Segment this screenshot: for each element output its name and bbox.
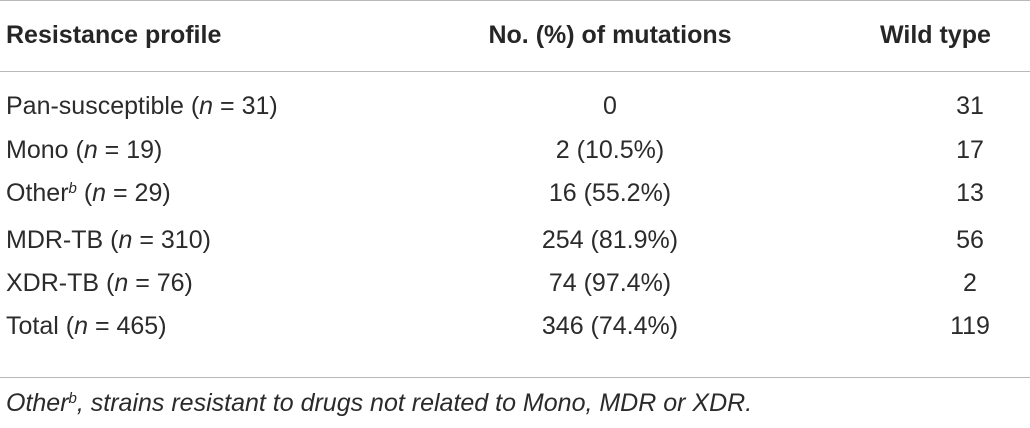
table-row: MDR-TB (n = 310) 254 (81.9%) 56: [0, 218, 1030, 262]
table-row: Otherb (n = 29) 16 (55.2%) 13: [0, 171, 1030, 215]
row-label: Other: [6, 179, 69, 207]
row-n-symbol: n: [114, 269, 129, 297]
row-n-value: = 465): [88, 312, 167, 340]
row-n-symbol: n: [199, 92, 214, 120]
row-n-value: = 76): [128, 269, 193, 297]
row-wild-type: 56: [956, 226, 984, 254]
row-n-value: = 31): [213, 92, 278, 120]
table-header-row: Resistance profile No. (%) of mutations …: [0, 13, 1030, 57]
row-n-symbol: n: [74, 312, 88, 340]
row-n-value: = 29): [106, 179, 171, 207]
row-mutations: 2 (10.5%): [555, 136, 665, 164]
row-label: Mono: [6, 136, 69, 164]
footnote-superscript: b: [68, 389, 77, 407]
header-mutations: No. (%) of mutations: [488, 21, 732, 49]
row-resistance-profile: Total (n = 465): [6, 312, 167, 340]
row-label: Pan-susceptible: [6, 92, 184, 120]
table-row: Mono (n = 19) 2 (10.5%) 17: [0, 128, 1030, 172]
row-mutations: 74 (97.4%): [548, 269, 672, 297]
row-resistance-profile: Pan-susceptible (n = 31): [6, 92, 278, 120]
table-top-rule: [0, 0, 1030, 1]
row-mutations: 254 (81.9%): [541, 226, 679, 254]
row-resistance-profile: MDR-TB (n = 310): [6, 226, 211, 254]
row-n-symbol: n: [83, 136, 98, 164]
row-n-symbol: n: [92, 179, 107, 207]
table-header-rule: [0, 71, 1030, 72]
row-wild-type: 119: [950, 312, 990, 340]
footnote-text: , strains resistant to drugs not related…: [76, 389, 753, 417]
table-row: Total (n = 465) 346 (74.4%) 119: [0, 304, 1030, 348]
row-n-symbol: n: [118, 226, 133, 254]
row-resistance-profile: Otherb (n = 29): [6, 179, 171, 207]
row-label: MDR-TB: [6, 226, 104, 254]
row-mutations: 0: [603, 92, 617, 120]
header-resistance-profile: Resistance profile: [6, 21, 222, 49]
table-footnote: Otherb, strains resistant to drugs not r…: [6, 389, 752, 418]
footnote-label: Other: [6, 389, 69, 417]
header-wild-type: Wild type: [880, 21, 991, 49]
row-label: Total: [6, 312, 59, 340]
row-wild-type: 2: [963, 269, 977, 297]
row-n-value: = 19): [97, 136, 163, 164]
table-row: Pan-susceptible (n = 31) 0 31: [0, 84, 1030, 128]
row-mutations: 346 (74.4%): [541, 312, 679, 340]
row-wild-type: 13: [956, 179, 984, 207]
row-label-superscript: b: [68, 179, 77, 197]
row-resistance-profile: Mono (n = 19): [6, 136, 163, 164]
table-bottom-rule: [0, 377, 1030, 378]
row-resistance-profile: XDR-TB (n = 76): [6, 269, 193, 297]
row-n-value: = 310): [132, 226, 211, 254]
table-row: XDR-TB (n = 76) 74 (97.4%) 2: [0, 261, 1030, 305]
row-mutations: 16 (55.2%): [548, 179, 672, 207]
row-wild-type: 17: [956, 136, 984, 164]
row-label: XDR-TB: [6, 269, 100, 297]
row-wild-type: 31: [956, 92, 984, 120]
